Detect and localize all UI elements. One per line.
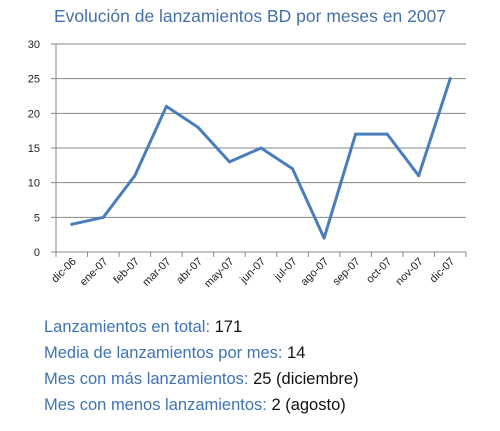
data-point — [259, 146, 263, 150]
data-point — [196, 125, 200, 129]
stat-average-value: 14 — [287, 344, 306, 362]
y-tick-label: 10 — [28, 178, 40, 190]
stat-max-value: 25 (diciembre) — [253, 370, 359, 388]
x-tick-label: ene-07 — [78, 256, 111, 289]
y-tick-label: 15 — [28, 143, 40, 155]
stat-total-label: Lanzamientos en total: — [44, 318, 211, 336]
stat-min-label: Mes con menos lanzamientos: — [44, 396, 267, 414]
y-tick-label: 5 — [34, 212, 40, 224]
x-tick-label: sep-07 — [330, 256, 362, 288]
x-tick-label: jun-07 — [237, 256, 268, 287]
x-tick-label: dic-06 — [49, 256, 79, 286]
data-point — [133, 174, 137, 178]
stat-max-label: Mes con más lanzamientos: — [44, 370, 249, 388]
stat-max: Mes con más lanzamientos: 25 (diciembre) — [44, 366, 359, 392]
y-tick-label: 20 — [28, 108, 40, 120]
data-point — [354, 132, 358, 136]
x-tick-label: ago-07 — [298, 256, 331, 289]
data-point — [322, 236, 326, 240]
data-point — [417, 174, 421, 178]
data-point — [448, 77, 452, 81]
x-tick-label: mar-07 — [140, 256, 173, 289]
y-tick-label: 25 — [28, 74, 40, 86]
stat-average: Media de lanzamientos por mes: 14 — [44, 340, 359, 366]
stat-min-value: 2 (agosto) — [271, 396, 346, 414]
data-point — [164, 104, 168, 108]
x-tick-label: jul-07 — [271, 256, 299, 284]
stats-panel: Lanzamientos en total: 171 Media de lanz… — [44, 314, 359, 418]
x-tick-label: dic-07 — [428, 256, 458, 286]
stat-average-label: Media de lanzamientos por mes: — [44, 344, 283, 362]
y-tick-label: 30 — [28, 39, 40, 51]
x-tick-label: feb-07 — [111, 256, 142, 287]
data-point — [101, 215, 105, 219]
data-point — [385, 132, 389, 136]
stat-total: Lanzamientos en total: 171 — [44, 314, 359, 340]
stat-total-value: 171 — [214, 318, 243, 336]
data-point — [70, 222, 74, 226]
chart-title: Evolución de lanzamientos BD por meses e… — [53, 6, 447, 26]
data-point — [227, 160, 231, 164]
x-tick-label: oct-07 — [364, 256, 394, 286]
series-line — [70, 77, 452, 240]
x-tick-label: abr-07 — [174, 256, 205, 287]
data-point — [291, 167, 295, 171]
stat-min: Mes con menos lanzamientos: 2 (agosto) — [44, 392, 359, 418]
x-tick-label: nov-07 — [394, 256, 426, 288]
x-tick-label: may-07 — [202, 256, 236, 290]
y-tick-label: 0 — [34, 247, 40, 259]
